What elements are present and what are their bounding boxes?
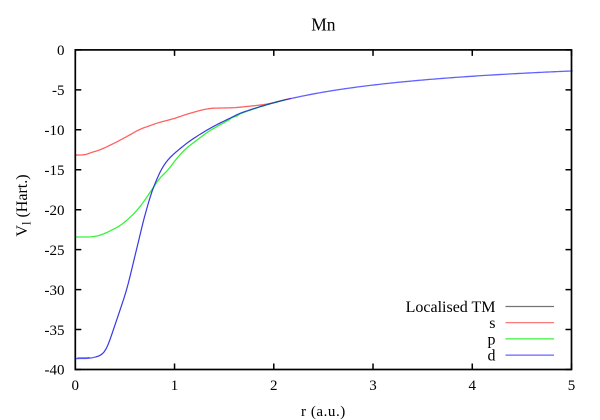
svg-text:-10: -10 bbox=[45, 123, 65, 139]
svg-text:2: 2 bbox=[270, 378, 278, 394]
svg-text:-25: -25 bbox=[45, 243, 65, 259]
svg-text:-40: -40 bbox=[45, 363, 65, 379]
svg-text:d: d bbox=[488, 348, 496, 365]
svg-text:Vl (Hart.): Vl (Hart.) bbox=[14, 174, 34, 236]
svg-text:-30: -30 bbox=[45, 283, 65, 299]
svg-text:Mn: Mn bbox=[311, 14, 336, 34]
svg-text:r (a.u.): r (a.u.) bbox=[301, 404, 346, 420]
svg-text:-35: -35 bbox=[45, 323, 65, 339]
svg-text:1: 1 bbox=[171, 378, 179, 394]
svg-text:s: s bbox=[489, 315, 495, 332]
svg-text:0: 0 bbox=[57, 43, 65, 59]
svg-text:-15: -15 bbox=[45, 163, 65, 179]
svg-text:5: 5 bbox=[568, 378, 576, 394]
svg-text:0: 0 bbox=[72, 378, 80, 394]
svg-text:Localised TM: Localised TM bbox=[406, 299, 496, 316]
svg-text:-5: -5 bbox=[52, 83, 65, 99]
svg-text:-20: -20 bbox=[45, 203, 65, 219]
svg-text:4: 4 bbox=[469, 378, 477, 394]
svg-text:3: 3 bbox=[369, 378, 377, 394]
svg-text:p: p bbox=[488, 331, 496, 348]
